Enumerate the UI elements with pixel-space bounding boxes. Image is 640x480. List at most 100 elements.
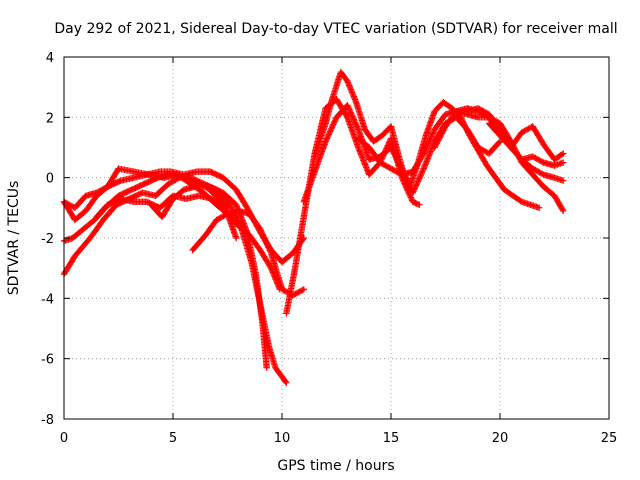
- data-point: [464, 129, 472, 136]
- data-point: [345, 104, 352, 112]
- data-point: [300, 286, 307, 293]
- data-point: [406, 191, 413, 198]
- data-point: [346, 106, 353, 113]
- data-point: [414, 178, 422, 185]
- data-point: [347, 109, 354, 116]
- data-point: [495, 139, 503, 146]
- x-tick-label: 15: [383, 431, 400, 446]
- data-point: [410, 186, 418, 194]
- data-point: [434, 138, 441, 146]
- data-point: [421, 148, 428, 156]
- data-point: [344, 103, 352, 110]
- data-point: [560, 159, 567, 166]
- data-point: [435, 135, 443, 143]
- data-point: [560, 177, 567, 184]
- data-point: [351, 117, 358, 125]
- data-point: [258, 228, 265, 235]
- data-point: [461, 122, 468, 129]
- x-tick-label: 20: [492, 431, 509, 446]
- data-point: [460, 119, 467, 127]
- data-point: [264, 242, 272, 250]
- data-point: [259, 231, 266, 238]
- data-point: [424, 141, 431, 149]
- y-tick-label: 4: [46, 51, 54, 66]
- data-point: [558, 151, 566, 158]
- data-point: [462, 125, 470, 132]
- data-point: [353, 121, 360, 129]
- data-point: [536, 204, 543, 212]
- data-point: [323, 135, 331, 142]
- series-track-6: [148, 183, 231, 221]
- data-point: [350, 116, 358, 123]
- x-axis-label: GPS time / hours: [277, 458, 394, 474]
- data-point: [332, 116, 339, 124]
- data-point: [224, 204, 231, 212]
- data-point: [283, 379, 290, 386]
- data-point: [418, 169, 425, 177]
- data-point: [465, 130, 473, 138]
- y-tick-label: 0: [46, 172, 54, 187]
- data-point: [426, 137, 433, 144]
- data-point: [417, 171, 425, 178]
- data-point: [414, 201, 422, 208]
- data-point: [116, 178, 123, 185]
- data-point: [327, 126, 334, 134]
- data-point: [331, 118, 338, 125]
- data-point: [460, 121, 468, 128]
- data-point: [436, 134, 443, 141]
- data-point: [263, 364, 270, 371]
- data-point: [223, 203, 230, 210]
- series-track-5: [93, 192, 240, 242]
- data-point: [354, 124, 361, 132]
- data-point: [437, 133, 444, 140]
- data-point: [346, 107, 354, 115]
- data-point: [412, 183, 419, 191]
- data-point: [413, 181, 420, 188]
- data-point: [459, 118, 466, 125]
- data-markers: [60, 68, 567, 386]
- y-tick-label: -6: [41, 353, 54, 368]
- data-point: [416, 175, 423, 182]
- data-point: [324, 134, 331, 141]
- data-point: [282, 378, 289, 385]
- data-point: [328, 125, 335, 132]
- data-point: [423, 143, 431, 150]
- data-point: [428, 133, 435, 140]
- data-point: [427, 134, 434, 142]
- x-tick-label: 5: [169, 431, 177, 446]
- data-point: [432, 141, 440, 148]
- data-point: [429, 130, 436, 137]
- data-point: [260, 234, 268, 241]
- data-point: [353, 123, 361, 130]
- data-point: [440, 127, 447, 134]
- data-point: [432, 142, 439, 150]
- data-point: [420, 150, 427, 157]
- data-point: [458, 115, 465, 122]
- data-point: [325, 131, 333, 138]
- data-point: [348, 112, 356, 119]
- data-point: [463, 126, 470, 134]
- data-point: [233, 234, 240, 242]
- data-point: [323, 136, 330, 144]
- data-point: [407, 194, 415, 201]
- data-point: [419, 168, 426, 175]
- data-point: [408, 195, 415, 203]
- data-point: [462, 123, 469, 131]
- data-point: [424, 140, 432, 147]
- series-track-13: [464, 105, 567, 169]
- data-point: [419, 166, 427, 174]
- series-track-14: [485, 120, 567, 163]
- data-point: [324, 132, 332, 139]
- data-point: [267, 248, 274, 255]
- x-tick-label: 0: [60, 431, 68, 446]
- data-point: [257, 227, 265, 234]
- data-point: [428, 131, 436, 139]
- data-point: [417, 172, 424, 179]
- axis-ticks: 0 5 10 15 20 25 -8 -6 -4 -2 0 2 4: [41, 51, 617, 446]
- data-point: [344, 102, 351, 109]
- data-point: [349, 113, 356, 120]
- y-tick-label: -2: [41, 232, 54, 247]
- series-track-7: [189, 207, 307, 299]
- data-point: [412, 182, 420, 189]
